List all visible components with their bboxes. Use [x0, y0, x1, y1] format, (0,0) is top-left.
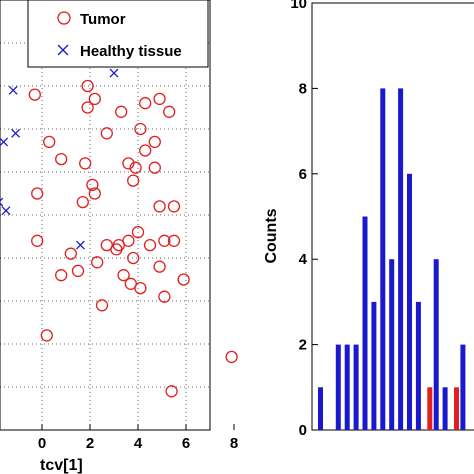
scatter-x-tick-label: 0 — [38, 435, 46, 452]
tumor-point — [148, 135, 161, 149]
tumor-point — [81, 79, 94, 93]
tumor-point — [127, 174, 140, 187]
blue-histogram-bar — [460, 344, 466, 430]
scatter-plot: 202468 Tumor Healthy tissue tcv[1] — [0, 0, 238, 474]
tumor-point — [86, 178, 99, 192]
tumor-point — [117, 269, 130, 282]
histogram-y-tick-label: 4 — [299, 251, 308, 268]
legend-tumor-label: Tumor — [80, 11, 126, 28]
blue-histogram-bar — [389, 259, 395, 430]
tumor-point — [122, 157, 135, 170]
blue-histogram-bar — [442, 387, 448, 430]
legend-healthy-marker — [57, 44, 69, 56]
scatter-x-tick-label: 2 — [86, 435, 94, 452]
tumor-point — [177, 273, 190, 286]
scatter-x-ticks: 202468 — [38, 424, 238, 452]
histogram-y-tick-label: 2 — [299, 337, 307, 354]
tumor-point — [64, 247, 77, 260]
legend-box — [27, 0, 209, 68]
tumor-point — [143, 238, 157, 252]
scatter-x-tick-label: 4 — [134, 435, 143, 452]
tumor-point — [88, 92, 101, 106]
healthy-tissue-point — [0, 137, 9, 147]
scatter-legend: Tumor Healthy tissue — [27, 0, 209, 68]
blue-histogram-bar — [407, 173, 412, 431]
healthy-tissue-point — [75, 240, 85, 250]
tumor-point — [153, 92, 166, 106]
histogram-y-tick-label: 10 — [290, 0, 307, 12]
tumor-point — [167, 200, 181, 213]
blue-histogram-bar — [371, 301, 377, 430]
red-histogram-bar — [427, 387, 433, 430]
tumor-point — [43, 135, 56, 149]
blue-histogram-bar — [335, 344, 341, 430]
red-histogram-bar — [454, 387, 459, 430]
tumor-point — [122, 234, 135, 247]
histogram-y-tick-label: 0 — [299, 422, 307, 439]
tumor-point — [40, 329, 53, 342]
tumor-point — [95, 299, 109, 312]
tumor-point — [131, 226, 145, 239]
tumor-point — [134, 122, 147, 136]
healthy-tissue-point — [11, 128, 21, 138]
blue-histogram-bar — [398, 88, 404, 431]
tumor-point — [79, 157, 92, 170]
blue-histogram-bar — [353, 344, 359, 430]
scatter-points — [0, 55, 238, 398]
scatter-x-tick-label: 6 — [182, 435, 190, 452]
tumor-point — [225, 350, 238, 364]
blue-histogram-bar — [344, 344, 350, 430]
tumor-point — [127, 251, 140, 265]
tumor-point — [55, 269, 68, 282]
tumor-point — [76, 195, 89, 209]
blue-histogram-bar — [380, 88, 386, 431]
tumor-point — [139, 144, 152, 157]
blue-histogram-bar — [433, 259, 439, 430]
tumor-point — [31, 234, 44, 247]
blue-histogram-bar — [318, 387, 323, 430]
tumor-point — [139, 97, 152, 110]
tumor-point — [91, 256, 104, 269]
tumor-point — [163, 105, 176, 118]
tumor-point — [153, 200, 166, 213]
tumor-point — [31, 187, 44, 200]
tumor-point — [71, 264, 85, 278]
healthy-tissue-point — [109, 68, 119, 78]
blue-histogram-bar — [415, 301, 421, 430]
scatter-x-tick-label: 8 — [230, 435, 238, 452]
scatter-x-axis-label: tcv[1] — [40, 457, 83, 474]
tumor-point — [88, 187, 101, 200]
tumor-point — [55, 152, 68, 166]
tumor-point — [153, 260, 166, 273]
legend-tumor-marker — [57, 11, 71, 25]
histogram-bars — [318, 88, 466, 431]
tumor-point — [28, 88, 41, 101]
tumor-point — [134, 281, 147, 295]
histogram-y-axis-label: Counts — [263, 208, 280, 263]
tumor-point — [129, 161, 142, 174]
blue-histogram-bar — [362, 216, 368, 430]
tumor-point — [100, 127, 113, 140]
healthy-tissue-point — [1, 206, 11, 216]
tumor-point — [115, 105, 128, 118]
tumor-point — [167, 234, 181, 247]
histogram-y-ticks: 0 2 4 6 8 10 — [290, 0, 318, 439]
healthy-tissue-point — [0, 197, 4, 207]
tumor-point — [158, 234, 171, 247]
tumor-point — [158, 290, 171, 303]
tumor-point — [81, 101, 94, 114]
histogram-y-tick-label: 6 — [299, 166, 307, 183]
tumor-point — [148, 161, 161, 174]
legend-healthy-label: Healthy tissue — [80, 43, 182, 60]
healthy-tissue-point — [8, 85, 18, 95]
histogram-y-tick-label: 8 — [299, 80, 307, 97]
tumor-point — [165, 385, 178, 398]
histogram: 0 2 4 6 8 10 Counts — [263, 0, 474, 439]
